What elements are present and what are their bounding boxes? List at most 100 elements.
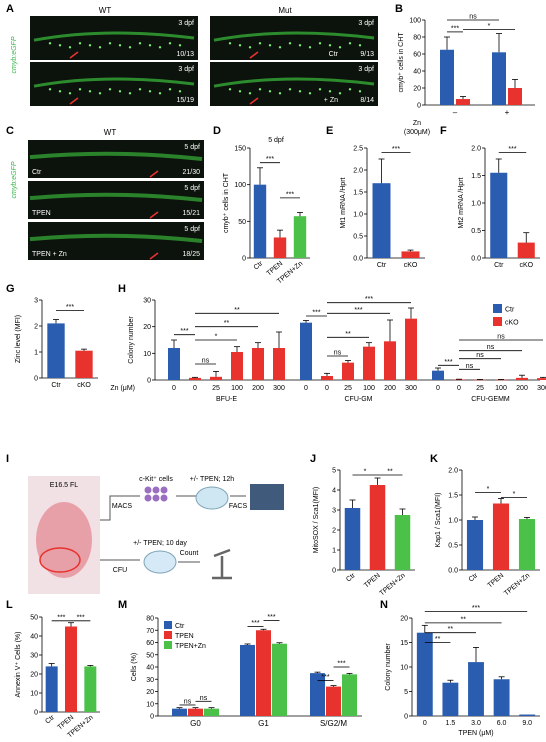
gfp-dot — [78, 88, 82, 91]
B-ytick-label: 60 — [413, 52, 421, 59]
B-xtitle: Zn — [413, 120, 421, 127]
panel-label-I: I — [6, 453, 9, 465]
gfp-dot — [108, 88, 112, 91]
H-xtick-label: 100 — [231, 385, 243, 392]
H-ylabel: Colony number — [128, 316, 135, 364]
H-group-label: CFU-GEMM — [471, 396, 510, 403]
I-treat2-label: +/- TPEN; 10 day — [133, 540, 187, 547]
gfp-dot — [238, 90, 242, 93]
N-1.5-bar — [442, 682, 459, 716]
N-ytick-label: 0 — [404, 714, 408, 721]
cht-arrow — [149, 252, 159, 260]
gfp-dot — [258, 88, 262, 91]
M-legend-label: TPEN+Zn — [175, 643, 206, 650]
K-s0-sig: * — [487, 486, 490, 493]
M-s0-sig: ns — [184, 698, 192, 705]
H-ytick-label: 30 — [143, 298, 151, 305]
fish-stage-label: 3 dpf — [178, 66, 194, 73]
N-s3-sig: *** — [472, 605, 480, 612]
H-bfu3-sig: ** — [224, 320, 230, 327]
G-Ctr-bar — [47, 323, 65, 378]
F-xtick-label: cKO — [519, 262, 533, 269]
gfp-dot — [138, 88, 142, 91]
N-ytick-label: 5 — [404, 689, 408, 696]
H-BFU-E-bar — [252, 348, 264, 380]
B-ytick-label: 40 — [413, 69, 421, 76]
H-xtick-label: 0 — [436, 385, 440, 392]
H-CFU-GM-bar — [300, 322, 312, 380]
H-BFU-E-bar — [168, 348, 180, 380]
H-xtick-label: 25 — [476, 385, 484, 392]
J-ytick-label: 1 — [332, 548, 336, 555]
fish-body-signal — [29, 151, 203, 161]
M-TPEN-bar — [188, 708, 203, 716]
J-s0-sig: * — [364, 469, 367, 476]
gfp-dot — [128, 46, 132, 49]
B-group-label: + — [505, 108, 510, 117]
E-s0-sig: *** — [392, 146, 400, 153]
G-ytick-label: 2 — [34, 324, 38, 331]
E-ytick-label: 1.0 — [353, 212, 363, 219]
E-ylabel: Mt1 mRNA /Hprt — [340, 177, 347, 228]
H-ytick-label: 10 — [143, 351, 151, 358]
H-CFU-GEMM-bar — [495, 379, 507, 381]
gfp-dot — [248, 92, 252, 95]
ckit-cell — [152, 494, 160, 502]
gfp-dot — [318, 88, 322, 91]
gfp-dot — [308, 46, 312, 49]
fish-ratio-label: 8/14 — [360, 97, 374, 104]
B-ytick-label: 20 — [413, 86, 421, 93]
H-group-label: CFU-GM — [345, 396, 373, 403]
I-cells-label: c-Kit⁺ cells — [139, 476, 173, 483]
L-ytick-label: 40 — [30, 634, 38, 641]
H-BFU-E-bar — [210, 376, 222, 380]
H-xtick-label: 200 — [384, 385, 396, 392]
gfp-dot — [168, 88, 172, 91]
D-xtick-label: Ctr — [253, 260, 265, 272]
H-CFU-GEMM-bar — [516, 377, 528, 380]
D-ytick-label: 150 — [234, 146, 246, 153]
fish-image — [28, 140, 204, 178]
M-s5-sig: *** — [337, 661, 345, 668]
E-ytick-label: 1.5 — [353, 190, 363, 197]
H-xtick-label: 0 — [304, 385, 308, 392]
H-gemm1-sig: ns — [466, 363, 474, 370]
fish-image — [28, 181, 204, 219]
gfp-dot — [58, 90, 62, 93]
I-count-label: Count — [180, 550, 199, 557]
gfp-dot — [278, 92, 282, 95]
fish-body-signal — [33, 77, 195, 88]
gfp-dot — [328, 44, 332, 47]
H-xtick-label: 0 — [325, 385, 329, 392]
panelA-col-wt: WT — [99, 6, 112, 15]
M-ylabel: Cells (%) — [131, 653, 138, 681]
K-ytick-label: 0.5 — [448, 543, 458, 550]
H-gemm3-sig: ns — [487, 344, 495, 351]
panel-label-H: H — [118, 283, 126, 295]
B-Mut-bar — [508, 88, 522, 105]
H-xtick-label: 25 — [344, 385, 352, 392]
L-ytick-label: 30 — [30, 653, 38, 660]
H-bfu2-sig: * — [215, 334, 218, 341]
H-CFU-GEMM-bar — [537, 378, 546, 380]
B-group-label: – — [453, 108, 458, 117]
fish-body-signal — [213, 31, 375, 42]
L-xtick-label: Ctr — [44, 714, 56, 726]
F-Ctr-bar — [490, 172, 508, 258]
E-ytick-label: 0.5 — [353, 234, 363, 241]
panel-label-E: E — [326, 125, 333, 137]
fish-stage-label: 5 dpf — [184, 226, 200, 233]
M-ytick-label: 20 — [146, 689, 154, 696]
M-xtick-label: G1 — [258, 719, 269, 728]
N-ytick-label: 15 — [400, 640, 408, 647]
K-xtick-label: TPEN+Zn — [503, 572, 531, 597]
fish-ratio-label: 21/30 — [182, 169, 200, 176]
G-ytick-label: 3 — [34, 298, 38, 305]
B-s2-sig: ns — [469, 14, 477, 21]
M-TPEN+Zn-bar — [272, 643, 287, 716]
gfp-dot — [348, 88, 352, 91]
gfp-dot — [268, 90, 272, 93]
N-xtick-label: 6.0 — [497, 720, 507, 727]
M-ytick-label: 80 — [146, 616, 154, 623]
cht-arrow — [249, 97, 259, 105]
